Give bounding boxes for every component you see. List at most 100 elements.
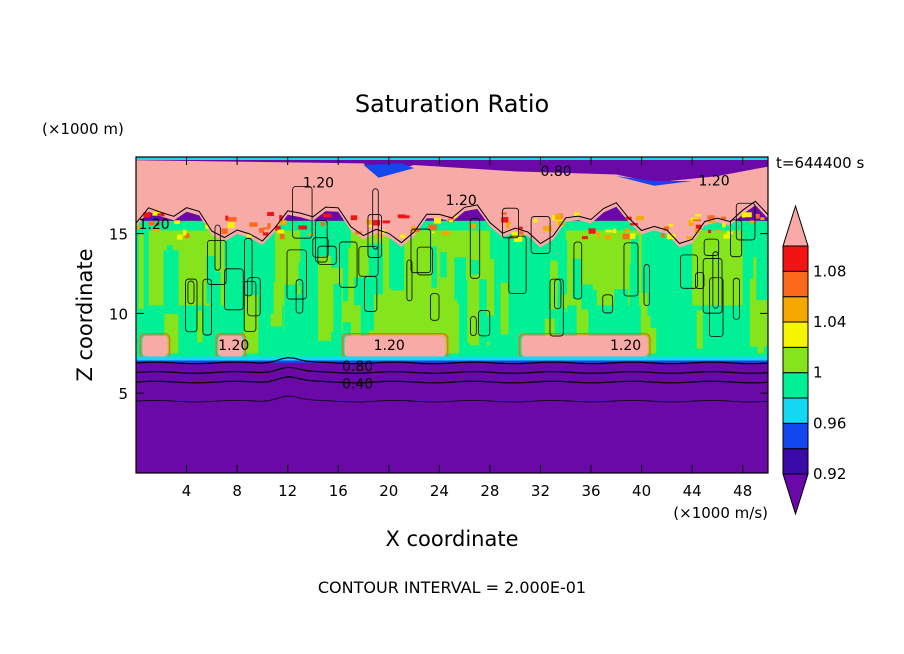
contour-line bbox=[643, 264, 650, 307]
edge-speck bbox=[279, 233, 285, 240]
edge-speck bbox=[174, 220, 180, 224]
edge-speck bbox=[262, 232, 269, 236]
cloud-streak bbox=[572, 258, 582, 300]
contour-line bbox=[469, 217, 481, 279]
cloud-streak bbox=[301, 305, 306, 336]
edge-speck bbox=[246, 233, 253, 238]
edge-speck bbox=[605, 229, 613, 233]
edge-band bbox=[363, 163, 415, 178]
cloud-streak bbox=[362, 277, 374, 331]
edge-speck bbox=[663, 226, 670, 231]
edge-speck bbox=[469, 223, 477, 229]
cloud-streak bbox=[210, 272, 221, 346]
y-axis-label: Z coordinate bbox=[73, 248, 97, 381]
edge-speck bbox=[157, 213, 163, 216]
contour-label: 1.20 bbox=[218, 338, 249, 354]
contour-label: 1.20 bbox=[610, 338, 641, 354]
cloud-streak bbox=[431, 246, 437, 288]
x-tick-label: 32 bbox=[531, 482, 550, 500]
colorbar-bin bbox=[782, 448, 809, 475]
colorbar-under-triangle bbox=[782, 473, 809, 516]
edge-speck bbox=[666, 234, 676, 240]
contour-line bbox=[573, 241, 583, 300]
edge-speck bbox=[152, 228, 161, 232]
colorbar-label: 1 bbox=[813, 364, 823, 382]
contour-line bbox=[410, 228, 432, 274]
edge-speck bbox=[755, 213, 760, 219]
edge-speck bbox=[629, 223, 638, 226]
contour-line bbox=[136, 357, 768, 365]
y-tick-label: 10 bbox=[109, 305, 128, 323]
contour-line bbox=[136, 200, 768, 245]
y-unit-label: (×1000 m) bbox=[42, 120, 124, 138]
edge-speck bbox=[433, 217, 442, 224]
colorbar-label: 1.08 bbox=[813, 262, 846, 280]
contour-line bbox=[243, 280, 257, 333]
cloud-streak bbox=[500, 282, 509, 335]
cloud-streak bbox=[728, 318, 744, 354]
colorbar-over-triangle bbox=[782, 204, 809, 247]
edge-speck bbox=[221, 228, 228, 234]
edge-speck bbox=[205, 224, 209, 230]
contour-line bbox=[508, 235, 527, 295]
edge-speck bbox=[511, 232, 518, 237]
edge-speck bbox=[636, 215, 644, 221]
cloud-streak bbox=[454, 257, 467, 300]
edge-speck bbox=[518, 231, 524, 237]
colorbar-bin bbox=[782, 245, 809, 272]
edge-speck bbox=[279, 220, 287, 225]
y-tick-label: 5 bbox=[118, 385, 128, 403]
edge-speck bbox=[376, 234, 383, 239]
contour-line bbox=[478, 309, 491, 337]
contour-label: 0.40 bbox=[342, 376, 373, 392]
cloud-base-band bbox=[136, 356, 768, 362]
cloud-streak bbox=[190, 254, 205, 281]
contour-line bbox=[406, 259, 413, 302]
cloud-streak bbox=[166, 245, 173, 301]
chart-title: Saturation Ratio bbox=[355, 90, 549, 118]
contour-line bbox=[317, 245, 337, 265]
contour-line bbox=[185, 278, 198, 333]
edge-speck bbox=[622, 233, 630, 240]
edge-speck bbox=[501, 212, 507, 215]
contour-interval-label: CONTOUR INTERVAL = 2.000E-01 bbox=[318, 578, 586, 597]
contour-line bbox=[502, 207, 519, 239]
edge-speck bbox=[688, 220, 694, 226]
edge-speck bbox=[148, 221, 155, 226]
edge-speck bbox=[431, 231, 435, 234]
x-tick-label: 40 bbox=[632, 482, 651, 500]
cloud-streak bbox=[138, 233, 144, 309]
edge-speck bbox=[176, 234, 183, 240]
cloud-streak bbox=[557, 240, 568, 294]
x-axis-label: X coordinate bbox=[385, 527, 518, 551]
contour-line bbox=[292, 186, 313, 239]
cloud-streak bbox=[391, 235, 405, 291]
colorbar-bin bbox=[782, 296, 809, 323]
colorbar-label: 1.04 bbox=[813, 313, 846, 331]
edge-speck bbox=[760, 217, 765, 220]
edge-speck bbox=[661, 233, 665, 238]
cloud-streak bbox=[289, 249, 299, 294]
edge-speck bbox=[225, 215, 229, 221]
edge-speck bbox=[228, 217, 237, 222]
edge-speck bbox=[366, 219, 374, 225]
cloud-streak bbox=[576, 303, 589, 354]
edge-speck bbox=[355, 231, 362, 235]
contour-line bbox=[602, 294, 614, 314]
contour-line bbox=[623, 242, 639, 297]
contour-line bbox=[187, 280, 195, 305]
y-axis: 5 10 15 bbox=[109, 226, 768, 403]
colorbar-bin bbox=[782, 270, 809, 298]
edge-speck bbox=[552, 214, 556, 221]
x-tick-label: 12 bbox=[278, 482, 297, 500]
x-tick-label: 28 bbox=[480, 482, 499, 500]
edge-speck bbox=[624, 228, 630, 233]
contour-line bbox=[286, 249, 307, 300]
cloud-streak bbox=[509, 293, 524, 319]
contour-line bbox=[732, 277, 740, 320]
edge-speck bbox=[267, 211, 274, 217]
edge-speck bbox=[723, 234, 731, 239]
edge-speck bbox=[298, 225, 308, 230]
contour-line bbox=[372, 188, 379, 250]
contour-line bbox=[339, 241, 358, 288]
